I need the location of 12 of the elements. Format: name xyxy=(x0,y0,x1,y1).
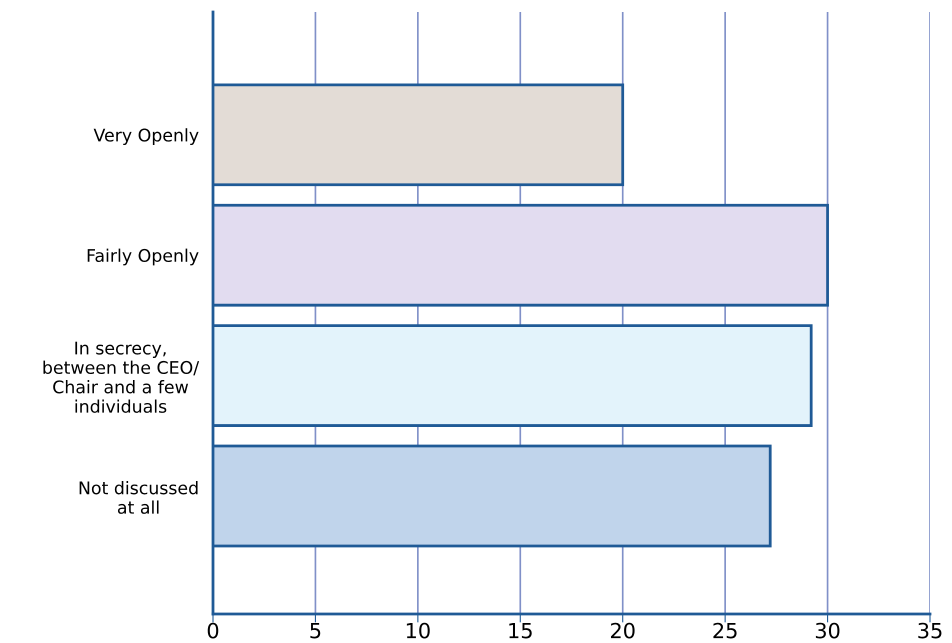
x-tick-label: 0 xyxy=(208,622,218,638)
x-tick-label: 20 xyxy=(610,622,635,638)
y-tick-label: Fairly Openly xyxy=(88,248,199,266)
x-tick-label: 35 xyxy=(918,622,942,638)
x-tick-label: 10 xyxy=(406,622,430,638)
x-tick-label: 15 xyxy=(509,622,532,638)
x-tick-label: 5 xyxy=(310,622,320,638)
x-tick-label: 30 xyxy=(816,622,840,638)
y-tick-label: Not discussed at all xyxy=(80,481,198,514)
x-tick-label: 25 xyxy=(713,622,737,638)
y-tick-label: Very Openly xyxy=(94,128,199,146)
y-tick-label: In secrecy, between the CEO/ Chair and a few individuals xyxy=(43,342,200,413)
